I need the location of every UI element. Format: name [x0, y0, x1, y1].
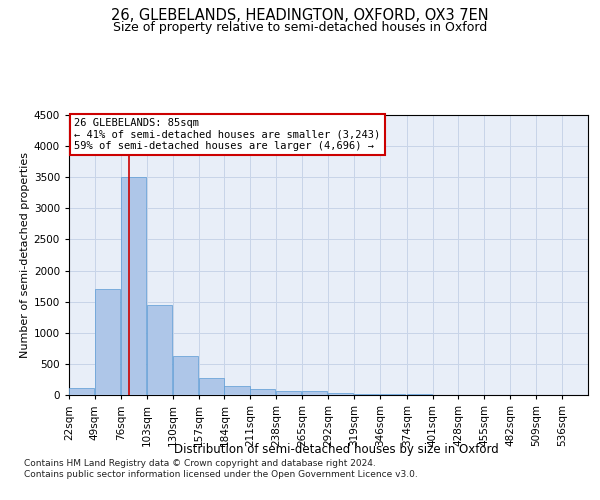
Text: 26 GLEBELANDS: 85sqm
← 41% of semi-detached houses are smaller (3,243)
59% of se: 26 GLEBELANDS: 85sqm ← 41% of semi-detac…: [74, 118, 380, 151]
Y-axis label: Number of semi-detached properties: Number of semi-detached properties: [20, 152, 29, 358]
Text: Contains public sector information licensed under the Open Government Licence v3: Contains public sector information licen…: [24, 470, 418, 479]
Bar: [407, 394, 432, 395]
Text: Contains HM Land Registry data © Crown copyright and database right 2024.: Contains HM Land Registry data © Crown c…: [24, 458, 376, 468]
Bar: [199, 378, 224, 395]
Bar: [302, 392, 327, 395]
Bar: [328, 392, 353, 395]
Bar: [224, 386, 250, 395]
Text: Size of property relative to semi-detached houses in Oxford: Size of property relative to semi-detach…: [113, 21, 487, 34]
Bar: [121, 177, 146, 395]
Bar: [69, 388, 94, 395]
Text: Distribution of semi-detached houses by size in Oxford: Distribution of semi-detached houses by …: [173, 442, 499, 456]
Bar: [380, 394, 405, 395]
Bar: [276, 390, 301, 395]
Bar: [173, 356, 198, 395]
Text: 26, GLEBELANDS, HEADINGTON, OXFORD, OX3 7EN: 26, GLEBELANDS, HEADINGTON, OXFORD, OX3 …: [111, 8, 489, 22]
Bar: [354, 394, 379, 395]
Bar: [147, 305, 172, 395]
Bar: [95, 289, 120, 395]
Bar: [250, 390, 275, 395]
